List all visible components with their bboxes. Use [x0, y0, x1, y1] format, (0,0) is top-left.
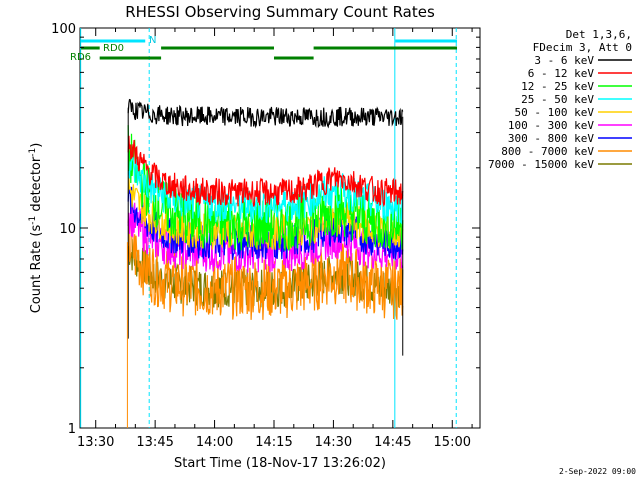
y-tick-label: 100: [51, 22, 76, 37]
x-tick-label: 13:30: [77, 435, 114, 450]
x-axis: 13:30 13:45 14:00 14:15 14:30 14:45 15:00: [77, 28, 473, 450]
flag-label-rd6: RD6: [70, 52, 91, 63]
flag-bars: [81, 39, 458, 60]
legend-label: 3 - 6 keV: [534, 54, 594, 67]
legend-label: 300 - 800 keV: [508, 132, 594, 145]
legend-label: 6 - 12 keV: [528, 67, 595, 80]
chart-title: RHESSI Observing Summary Count Rates: [125, 3, 435, 21]
y-axis: 1 10 100: [51, 22, 480, 437]
legend-label: 12 - 25 keV: [521, 80, 594, 93]
legend-header-line-1: Det 1,3,6,: [566, 28, 632, 41]
flag-label-rd0: RD0: [103, 43, 124, 54]
legend-label: 7000 - 15000 keV: [488, 158, 594, 171]
legend-label: 800 - 7000 keV: [501, 145, 594, 158]
series-line: [127, 98, 404, 129]
legend-header-line-2: FDecim 3, Att 0: [533, 41, 632, 54]
x-axis-label: Start Time (18-Nov-17 13:26:02): [174, 456, 386, 471]
legend-label: 25 - 50 keV: [521, 93, 594, 106]
series-layer: [126, 98, 404, 428]
x-tick-label: 14:45: [374, 435, 411, 450]
series-line: [127, 135, 404, 208]
x-tick-label: 14:30: [315, 435, 352, 450]
legend-label: 50 - 100 keV: [515, 106, 595, 119]
x-tick-label: 13:45: [136, 435, 173, 450]
flag-label-n: N: [149, 35, 156, 46]
series-line: [127, 215, 404, 320]
date-stamp: 2-Sep-2022 09:00: [559, 467, 636, 476]
series-line: [127, 202, 404, 273]
x-tick-label: 14:15: [255, 435, 292, 450]
y-axis-label: Count Rate (s-1 detector-1): [28, 143, 44, 314]
x-tick-label: 15:00: [434, 435, 471, 450]
legend-label: 100 - 300 keV: [508, 119, 594, 132]
y-tick-label: 10: [59, 222, 76, 237]
y-tick-label: 1: [68, 422, 76, 437]
x-tick-label: 14:00: [196, 435, 233, 450]
